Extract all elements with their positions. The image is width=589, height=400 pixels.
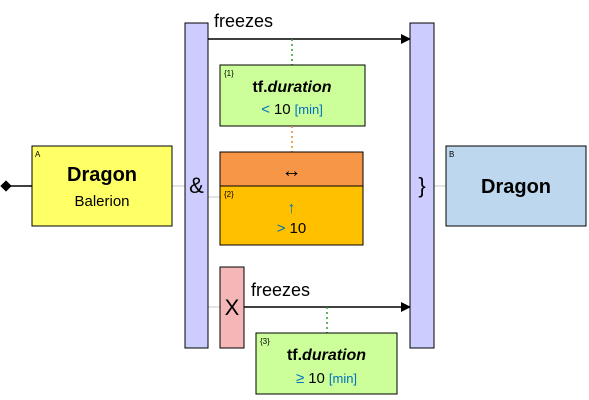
orange-bottom-box[interactable]: [219, 185, 364, 246]
node-a-tag: A: [35, 150, 41, 159]
condition-1-expression: tf.duration: [252, 79, 331, 96]
condition-3-value-line: ≥10 [min]: [296, 370, 357, 387]
node-b-box[interactable]: [445, 145, 587, 227]
xor-box[interactable]: [219, 266, 245, 349]
condition-3-prefix: tf.: [287, 347, 302, 364]
node-a-box[interactable]: [31, 145, 173, 227]
condition-3-value: 10: [308, 370, 325, 387]
merge-symbol: }: [418, 173, 425, 198]
condition-1-value: 10: [274, 101, 291, 118]
node-a-title: Dragon: [67, 164, 137, 186]
condition-3-box[interactable]: [255, 332, 398, 395]
condition-1-operator: <: [261, 101, 270, 118]
node-a-subtitle: Balerion: [74, 193, 129, 210]
xor-symbol: X: [225, 295, 240, 320]
condition-3-expression: tf.duration: [287, 347, 366, 364]
condition-1-variable: duration: [268, 79, 332, 96]
bottom-edge-label: freezes: [251, 280, 310, 300]
condition-3-unit: [min]: [329, 371, 357, 386]
condition-3-operator: ≥: [296, 370, 304, 387]
node-b-title: Dragon: [481, 176, 551, 198]
orange-value-line: >10: [277, 220, 306, 237]
and-symbol: &: [189, 173, 204, 198]
up-arrow-icon: ↑: [288, 200, 296, 217]
condition-1-unit: [min]: [295, 102, 323, 117]
condition-1-prefix: tf.: [252, 79, 267, 96]
condition-3-tag: {3}: [260, 337, 270, 346]
merge-bar[interactable]: [409, 22, 435, 349]
orange-tag: {2}: [224, 190, 234, 199]
condition-3-variable: duration: [302, 347, 366, 364]
top-edge-label: freezes: [214, 11, 273, 31]
bidirectional-arrow-icon: ↔: [282, 160, 302, 182]
entry-diamond-icon: [0, 180, 12, 192]
condition-1-tag: {1}: [224, 69, 234, 78]
and-bar[interactable]: [184, 22, 209, 349]
orange-operator: >: [277, 220, 286, 237]
condition-1-value-line: <10 [min]: [261, 101, 323, 118]
orange-value: 10: [290, 220, 307, 237]
node-b-tag: B: [449, 150, 454, 159]
